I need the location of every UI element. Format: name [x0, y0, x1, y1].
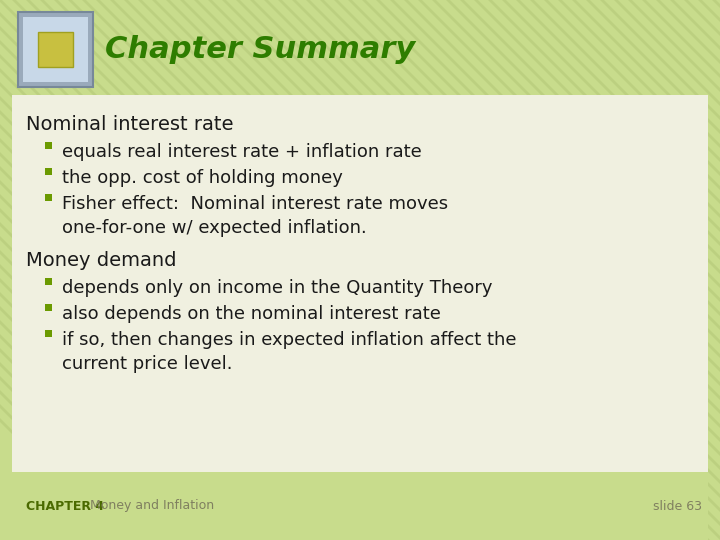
FancyBboxPatch shape — [45, 167, 52, 174]
Text: Money and Inflation: Money and Inflation — [78, 500, 214, 512]
Text: Nominal interest rate: Nominal interest rate — [26, 115, 233, 134]
FancyBboxPatch shape — [18, 12, 93, 87]
Text: also depends on the nominal interest rate: also depends on the nominal interest rat… — [62, 305, 441, 323]
FancyBboxPatch shape — [45, 278, 52, 285]
Text: depends only on income in the Quantity Theory: depends only on income in the Quantity T… — [62, 279, 492, 297]
FancyBboxPatch shape — [45, 141, 52, 149]
Text: if so, then changes in expected inflation affect the
current price level.: if so, then changes in expected inflatio… — [62, 331, 516, 373]
FancyBboxPatch shape — [45, 193, 52, 200]
FancyBboxPatch shape — [12, 95, 708, 472]
Text: equals real interest rate + inflation rate: equals real interest rate + inflation ra… — [62, 143, 422, 161]
Text: slide 63: slide 63 — [653, 500, 702, 512]
FancyBboxPatch shape — [45, 303, 52, 310]
Text: Fisher effect:  Nominal interest rate moves
one-for-one w/ expected inflation.: Fisher effect: Nominal interest rate mov… — [62, 195, 448, 237]
Text: Chapter Summary: Chapter Summary — [105, 35, 415, 64]
Text: the opp. cost of holding money: the opp. cost of holding money — [62, 169, 343, 187]
FancyBboxPatch shape — [38, 32, 73, 67]
FancyBboxPatch shape — [12, 472, 708, 540]
Text: Money demand: Money demand — [26, 251, 176, 270]
Text: CHAPTER 4: CHAPTER 4 — [26, 500, 104, 512]
FancyBboxPatch shape — [23, 17, 88, 82]
FancyBboxPatch shape — [45, 329, 52, 336]
